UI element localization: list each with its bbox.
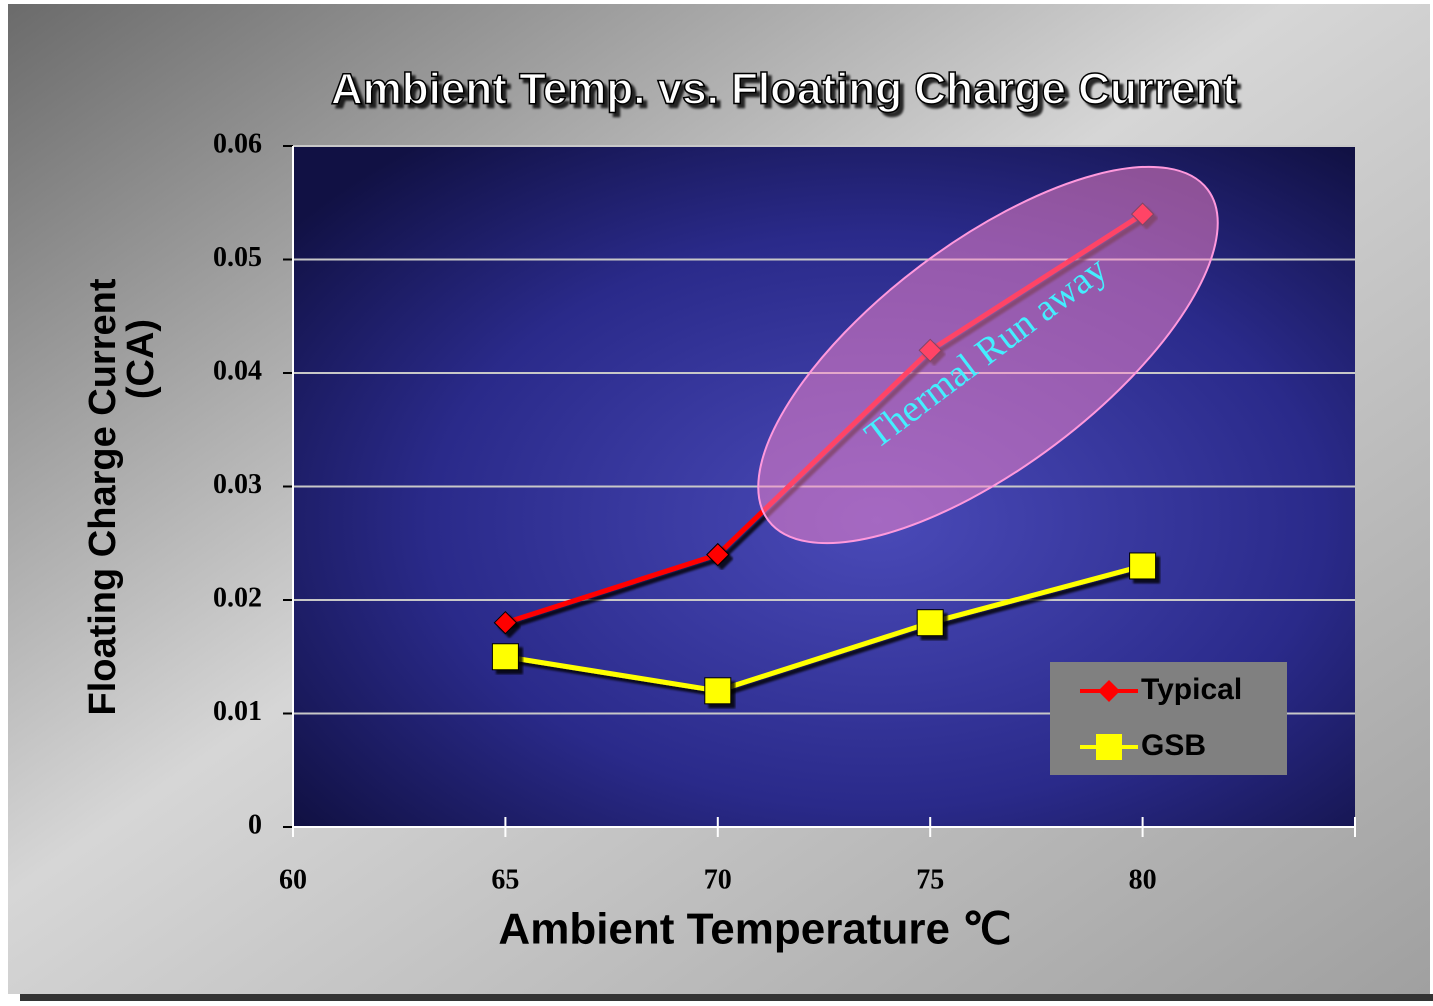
y-axis-label-line: (CA) <box>120 319 162 399</box>
chart: Ambient Temp. vs. Floating Charge Curren… <box>0 0 1433 1001</box>
y-tick-label: 0.01 <box>213 696 262 727</box>
chart-title: Ambient Temp. vs. Floating Charge Curren… <box>331 65 1238 114</box>
marker <box>705 678 731 704</box>
y-tick-label: 0.06 <box>213 128 262 159</box>
marker <box>1096 734 1122 760</box>
legend: Typical GSB <box>1050 662 1287 775</box>
x-tick-label: 60 <box>279 864 307 895</box>
legend-label: GSB <box>1141 729 1206 762</box>
y-tick-label: 0.05 <box>213 242 262 273</box>
x-tick-label: 75 <box>916 864 944 895</box>
x-tick-label: 70 <box>704 864 732 895</box>
x-tick-label: 65 <box>491 864 519 895</box>
marker <box>917 610 943 636</box>
y-tick-label: 0.03 <box>213 469 262 500</box>
marker <box>1130 553 1156 579</box>
marker <box>492 644 518 670</box>
y-tick-label: 0 <box>248 809 262 840</box>
y-tick-label: 0.04 <box>213 355 262 386</box>
slide-shadow <box>20 994 1433 1001</box>
x-tick-label: 80 <box>1129 864 1157 895</box>
y-tick-label: 0.02 <box>213 582 262 613</box>
y-axis-label-line: Floating Charge Current <box>82 278 124 715</box>
x-axis-label: Ambient Temperature ℃ <box>498 905 1011 954</box>
legend-label: Typical <box>1141 673 1242 706</box>
